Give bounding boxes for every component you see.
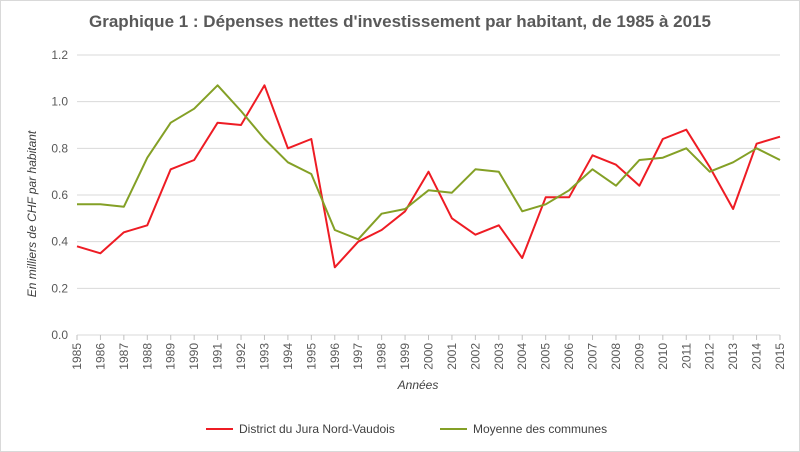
- legend: District du Jura Nord-Vaudois Moyenne des…: [206, 422, 607, 436]
- x-tick-label: 1992: [234, 343, 248, 370]
- y-tick-label: 1.2: [51, 48, 68, 62]
- x-tick-label: 1999: [398, 343, 412, 370]
- x-axis-ticks: 1985 1986 1987 1988 1989 1990 1991 1992 1993 1994…: [70, 335, 787, 370]
- x-tick-label: 1989: [164, 343, 178, 370]
- x-tick-label: 2015: [773, 343, 787, 370]
- x-tick-label: 2014: [750, 343, 764, 370]
- y-tick-label: 0.8: [51, 141, 68, 155]
- series-line-1: [76, 84, 781, 269]
- y-tick-label: 0.2: [51, 281, 68, 295]
- y-axis-title: En milliers de CHF par habitant: [25, 130, 39, 297]
- x-tick-label: 1993: [257, 343, 271, 370]
- series-lines: [76, 84, 781, 269]
- x-tick-label: 1995: [304, 343, 318, 370]
- x-tick-label: 1985: [70, 343, 84, 370]
- x-tick-label: 1996: [328, 343, 342, 370]
- x-tick-label: 2012: [703, 343, 717, 370]
- x-tick-label: 1988: [140, 343, 154, 370]
- x-tick-label: 2011: [679, 343, 693, 369]
- y-tick-label: 0.6: [51, 188, 68, 202]
- x-tick-label: 2009: [632, 343, 646, 370]
- x-tick-label: 1991: [211, 343, 225, 370]
- x-tick-label: 2010: [656, 343, 670, 370]
- x-tick-label: 2005: [539, 343, 553, 370]
- x-tick-label: 1990: [187, 343, 201, 370]
- x-tick-label: 2004: [515, 343, 529, 370]
- y-axis-ticks: 0.0 0.2 0.4 0.6 0.8 1.0 1.2: [51, 48, 68, 342]
- x-tick-label: 1997: [351, 343, 365, 370]
- x-tick-label: 1986: [93, 343, 107, 370]
- x-tick-label: 2002: [468, 343, 482, 370]
- x-tick-label: 2008: [609, 343, 623, 370]
- x-tick-label: 2001: [445, 343, 459, 370]
- series-line-2: [77, 84, 781, 241]
- x-tick-label: 2006: [562, 343, 576, 370]
- legend-label-2: Moyenne des communes: [473, 422, 607, 436]
- x-tick-label: 1987: [117, 343, 131, 370]
- gridlines: [77, 54, 780, 336]
- y-tick-label: 0.0: [51, 328, 68, 342]
- x-tick-label: 2007: [586, 343, 600, 370]
- chart-title: Graphique 1 : Dépenses nettes d'investis…: [89, 12, 711, 31]
- x-tick-label: 2013: [726, 343, 740, 370]
- x-tick-label: 1998: [375, 343, 389, 370]
- y-tick-label: 1.0: [51, 95, 68, 109]
- y-tick-label: 0.4: [51, 235, 68, 249]
- legend-label-1: District du Jura Nord-Vaudois: [239, 422, 395, 436]
- x-tick-label: 2000: [422, 343, 436, 370]
- x-axis-title: Années: [397, 378, 439, 392]
- x-tick-label: 1994: [281, 343, 295, 370]
- x-tick-label: 2003: [492, 343, 506, 370]
